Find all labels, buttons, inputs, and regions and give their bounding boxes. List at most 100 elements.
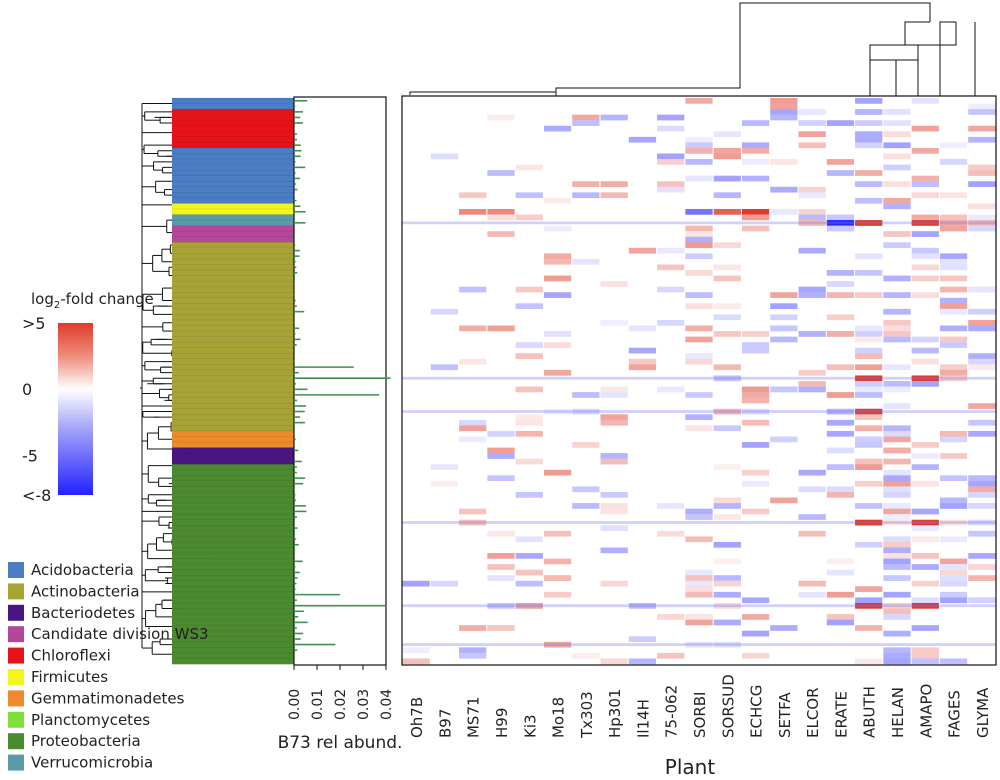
abundance-tick-label: 0.00 [287, 689, 303, 720]
heatmap-cell [826, 464, 855, 470]
heatmap-cell [939, 430, 968, 437]
heatmap-cell [798, 286, 826, 293]
phylum-strip-row [172, 569, 294, 576]
phylum-strip-row [172, 602, 294, 609]
heatmap-cell [798, 208, 826, 215]
heatmap-cell [911, 647, 939, 654]
heatmap-cell [487, 231, 515, 237]
heatmap-cell [968, 475, 996, 482]
heatmap-cell [826, 292, 855, 298]
heatmap-cell [628, 136, 657, 143]
heatmap-cell [459, 508, 487, 515]
heatmap-cell [741, 408, 770, 415]
heatmap-cell [826, 430, 855, 437]
heatmap-cell [402, 658, 430, 665]
legend-swatch [8, 626, 24, 643]
heatmap-cell [883, 458, 911, 465]
phylum-strip-row [172, 386, 294, 393]
heatmap-cell [883, 381, 911, 387]
heatmap-cell [685, 336, 713, 343]
phylum-strip-row [172, 286, 294, 293]
phylum-strip-row [172, 469, 294, 476]
heatmap-cell [911, 275, 939, 282]
phylum-strip-row [172, 403, 294, 410]
heatmap-cell [770, 186, 798, 193]
heatmap-cell [855, 480, 883, 487]
heatmap-cell [685, 325, 713, 332]
heatmap-cell [515, 580, 543, 587]
heatmap-cell [939, 286, 968, 293]
color-scale-title: log2-fold change [31, 290, 154, 311]
heatmap-cell [883, 480, 911, 487]
heatmap-cell [968, 403, 996, 409]
heatmap-cell [968, 564, 996, 570]
heatmap-cell [939, 297, 968, 304]
heatmap-cell [600, 503, 628, 509]
heatmap-row-streak [402, 604, 996, 608]
heatmap-cell [543, 591, 572, 598]
heatmap-cell [770, 303, 798, 310]
phylum-strip-row [172, 120, 294, 127]
heatmap-cell [685, 147, 713, 154]
heatmap-cell [968, 486, 996, 493]
phylum-strip-row [172, 519, 294, 526]
heatmap-cell [855, 658, 883, 665]
phylum-strip-row [172, 297, 294, 304]
heatmap-cell [911, 181, 939, 187]
heatmap-cell [430, 464, 459, 470]
heatmap-cell [515, 353, 543, 360]
heatmap-cell [515, 342, 543, 348]
heatmap-cell [600, 392, 628, 398]
heatmap-cell [713, 331, 741, 337]
heatmap-cell [883, 475, 911, 482]
heatmap-cell [685, 614, 713, 620]
phylum-strip-row [172, 580, 294, 587]
heatmap-cell [855, 436, 883, 443]
phylum-strip-row [172, 636, 294, 643]
heatmap-cell [883, 308, 911, 315]
heatmap-cell [685, 208, 713, 215]
heatmap-cell [939, 220, 968, 226]
heatmap-cell [572, 114, 600, 121]
heatmap-cell [487, 208, 515, 215]
legend-label: Firmicutes [31, 668, 108, 686]
heatmap-cell [770, 159, 798, 165]
phylum-strip-row [172, 553, 294, 559]
heatmap-cell [713, 464, 741, 470]
legend-label: Candidate division WS3 [31, 625, 209, 643]
heatmap-cell [459, 358, 487, 365]
heatmap-cell [430, 364, 459, 371]
heatmap-cell [855, 120, 883, 126]
phylum-strip-row [172, 125, 294, 132]
heatmap-cell [883, 547, 911, 554]
heatmap-cell [741, 597, 770, 604]
heatmap-cell [741, 480, 770, 487]
phylum-strip-row [172, 131, 294, 138]
heatmap-cell [657, 652, 685, 659]
column-label: SORSUD [719, 674, 737, 738]
phylum-strip-row [172, 458, 294, 465]
heatmap-cell [883, 658, 911, 665]
heatmap-cell [600, 319, 628, 326]
heatmap-cell [883, 364, 911, 371]
heatmap-cell [685, 591, 713, 598]
phylum-strip-row [172, 342, 294, 349]
heatmap-cell [911, 442, 939, 448]
heatmap-cell [855, 414, 883, 421]
heatmap-cell [515, 214, 543, 221]
heatmap-cell [798, 186, 826, 193]
heatmap-cell [741, 397, 770, 404]
heatmap-cell [572, 181, 600, 187]
legend-label: Chloroflexi [31, 647, 111, 665]
heatmap-cell [713, 153, 741, 160]
heatmap-cell [459, 192, 487, 199]
heatmap-cell [741, 225, 770, 232]
heatmap-cell [883, 131, 911, 138]
phylum-strip-row [172, 303, 294, 310]
phylum-strip-row [172, 197, 294, 204]
heatmap-cell [798, 214, 826, 221]
heatmap-cell [939, 142, 968, 149]
heatmap-cell [855, 220, 883, 226]
heatmap-cell [487, 114, 515, 121]
heatmap-cell [826, 392, 855, 398]
